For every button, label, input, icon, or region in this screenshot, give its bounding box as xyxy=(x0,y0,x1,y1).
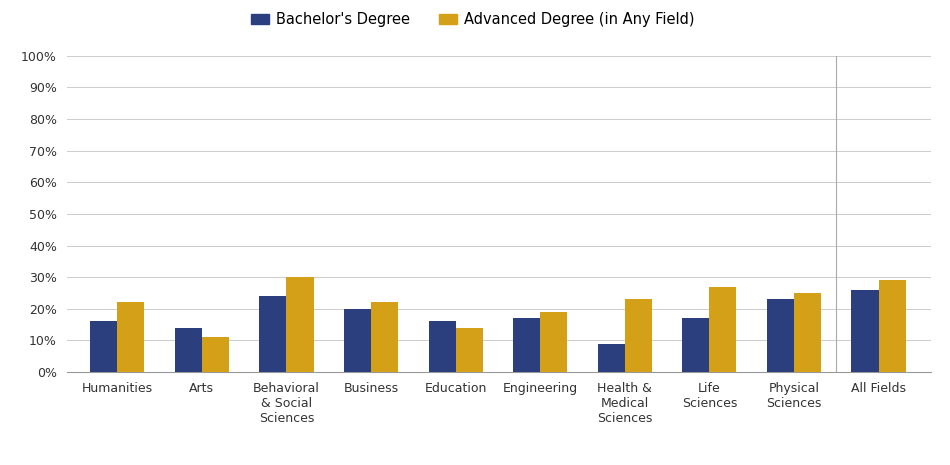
Bar xyxy=(371,302,398,372)
Bar xyxy=(767,299,794,372)
Bar xyxy=(287,277,314,372)
Bar xyxy=(175,328,201,372)
Bar xyxy=(456,328,483,372)
Bar xyxy=(682,318,710,372)
Bar xyxy=(90,321,117,372)
Bar xyxy=(851,290,879,372)
Bar xyxy=(710,286,736,372)
Bar xyxy=(879,280,905,372)
Bar xyxy=(794,293,821,372)
Bar xyxy=(201,337,229,372)
Bar xyxy=(117,302,144,372)
Legend: Bachelor's Degree, Advanced Degree (in Any Field): Bachelor's Degree, Advanced Degree (in A… xyxy=(245,6,700,33)
Bar xyxy=(428,321,456,372)
Bar xyxy=(513,318,541,372)
Bar xyxy=(541,312,567,372)
Bar xyxy=(598,344,625,372)
Bar xyxy=(625,299,652,372)
Bar xyxy=(259,296,287,372)
Bar xyxy=(344,309,371,372)
